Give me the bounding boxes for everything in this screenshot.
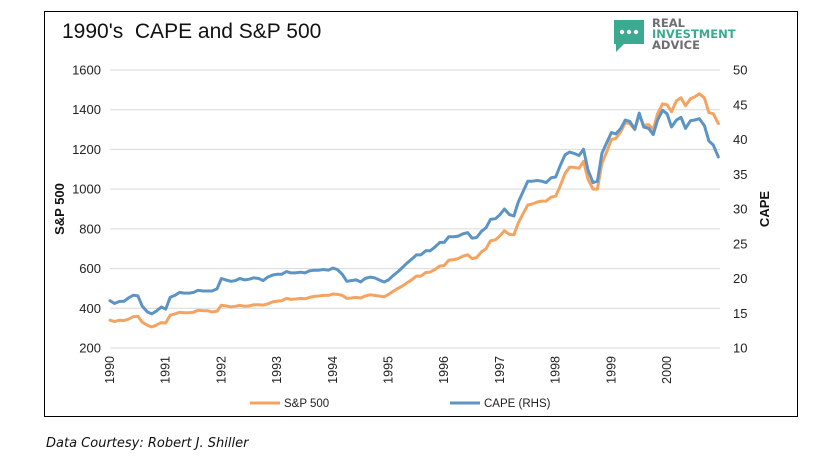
y2-tick-label: 25 [733,236,747,251]
chart-title: 1990's CAPE and S&P 500 [62,20,322,43]
y-tick-label: 200 [79,341,101,356]
logo-line-1: REAL [652,16,685,30]
series-line-cape-rhs [108,108,720,316]
y-tick-label: 600 [79,261,101,276]
logo: REAL INVESTMENT ADVICE [610,16,770,58]
x-tick-label: 1999 [604,356,618,384]
logo-text: REAL INVESTMENT ADVICE [652,16,736,52]
chart-frame [44,11,798,417]
y2-tick-label: 35 [733,167,747,182]
y2-tick-label: 10 [733,341,747,356]
x-tick-label: 1995 [382,356,396,384]
y2-tick-label: 50 [733,63,747,78]
y-tick-label: 400 [79,301,101,316]
y2-tick-label: 45 [733,97,747,112]
x-tick-label: 1990 [103,356,117,384]
source-note: Data Courtesy: Robert J. Shiller [46,436,249,451]
x-tick-label: 1992 [214,356,228,384]
x-tick-label: 1991 [159,356,173,384]
y2-tick-label: 30 [733,202,747,217]
y-tick-label: 1600 [72,63,101,78]
x-tick-label: 1994 [326,356,340,384]
y-tick-label: 1000 [72,182,101,197]
legend-label: S&P 500 [284,398,329,410]
y2-tick-label: 15 [733,306,747,321]
y2-tick-label: 20 [733,271,747,286]
x-tick-label: 2000 [660,356,674,384]
x-tick-label: 1996 [437,356,451,384]
chat-bubble-icon [614,20,644,52]
legend-label: CAPE (RHS) [484,398,551,410]
y-axis-label: S&P 500 [52,183,67,235]
y2-tick-label: 40 [733,132,747,147]
x-tick-label: 1997 [493,356,507,384]
y2-axis-label: CAPE [757,191,772,227]
x-tick-label: 1993 [270,356,284,384]
y-tick-label: 1400 [72,102,101,117]
x-tick-label: 1998 [549,356,563,384]
y-tick-label: 800 [79,221,101,236]
logo-line-2: INVESTMENT [652,27,736,41]
series-line-s-p-500 [108,92,720,329]
y-tick-label: 1200 [72,142,101,157]
logo-line-3: ADVICE [652,38,700,52]
